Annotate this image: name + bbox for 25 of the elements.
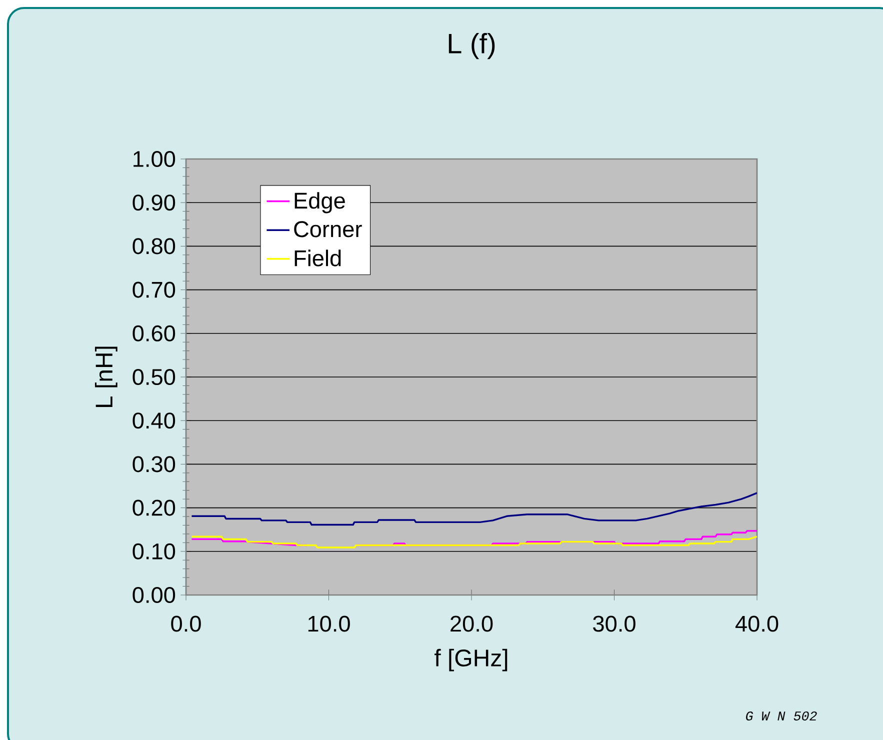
legend-label: Field xyxy=(294,250,341,266)
x-tick-label: 0.0 xyxy=(171,616,201,632)
y-tick-label: 0.20 xyxy=(132,500,176,516)
x-tick-label: 30.0 xyxy=(593,616,636,632)
y-tick-label: 0.40 xyxy=(132,412,176,429)
y-tick-label: 0.10 xyxy=(132,543,176,560)
x-tick-label: 20.0 xyxy=(450,616,493,632)
y-tick-label: 0.30 xyxy=(132,456,176,472)
x-tick-label: 40.0 xyxy=(735,616,778,632)
chart-title: L (f) xyxy=(448,33,495,60)
line-series xyxy=(190,492,757,526)
line-series xyxy=(190,536,757,548)
y-axis-title: L [nH] xyxy=(94,346,118,408)
y-tick-label: 0.70 xyxy=(132,282,176,298)
x-axis-title: f [GHz] xyxy=(434,648,508,672)
y-tick-label: 1.00 xyxy=(134,150,176,168)
y-tick-label: 0.90 xyxy=(132,194,176,211)
y-tick-label: 0.00 xyxy=(132,586,176,604)
x-tick-label: 10.0 xyxy=(308,616,350,632)
legend-label: Corner xyxy=(294,221,362,238)
legend-label: Edge xyxy=(294,192,345,214)
text: G W N 502 xyxy=(746,711,817,721)
y-tick-label: 0.60 xyxy=(132,325,176,342)
y-tick-label: 0.80 xyxy=(132,238,176,254)
y-tick-label: 0.50 xyxy=(132,368,176,386)
